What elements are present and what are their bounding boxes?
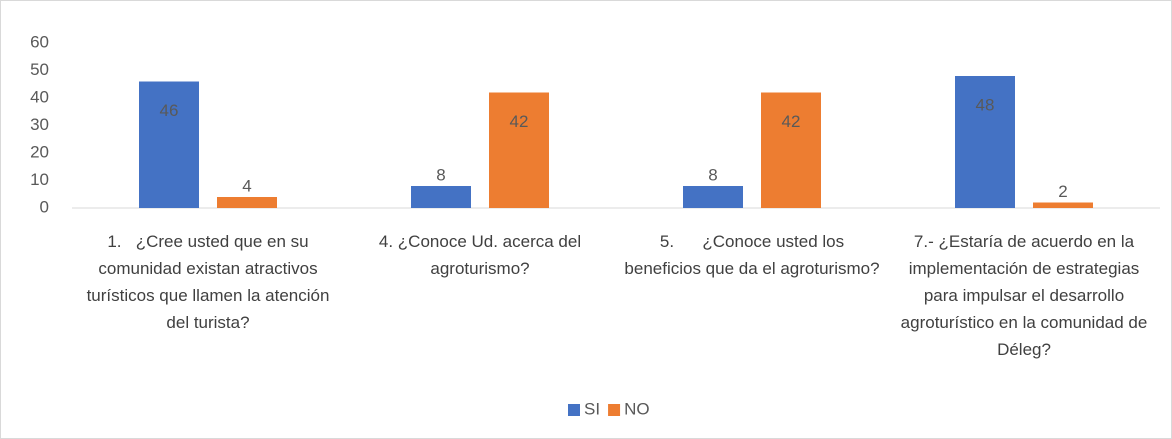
x-tick-label: 1. ¿Cree usted que en su comunidad exist… xyxy=(86,232,335,332)
data-label: 8 xyxy=(708,165,717,184)
y-tick-label: 10 xyxy=(30,170,49,189)
bar xyxy=(1033,202,1093,208)
y-tick-label: 0 xyxy=(40,197,49,216)
x-tick-label: 5. ¿Conoce usted los beneficios que da e… xyxy=(624,232,880,278)
x-tick-label: 7.- ¿Estaría de acuerdo en la implementa… xyxy=(900,232,1153,359)
y-tick-label: 60 xyxy=(30,32,49,51)
bar xyxy=(411,186,471,208)
bar xyxy=(955,76,1015,208)
bar xyxy=(683,186,743,208)
data-label: 2 xyxy=(1058,182,1067,201)
data-label: 4 xyxy=(242,176,251,195)
y-tick-label: 50 xyxy=(30,60,49,79)
data-label: 46 xyxy=(160,101,179,120)
legend-label: SI xyxy=(584,399,600,418)
data-label: 8 xyxy=(436,165,445,184)
legend-swatch xyxy=(568,404,580,416)
y-tick-label: 40 xyxy=(30,87,49,106)
x-tick-label: 4. ¿Conoce Ud. acerca del agroturismo? xyxy=(378,232,586,278)
legend-swatch xyxy=(608,404,621,416)
bar xyxy=(217,197,277,208)
data-label: 48 xyxy=(976,95,995,114)
bar xyxy=(761,92,821,208)
y-tick-label: 30 xyxy=(30,115,49,134)
data-label: 42 xyxy=(510,112,529,131)
y-tick-label: 20 xyxy=(30,142,49,161)
legend-label: NO xyxy=(624,399,650,418)
bar xyxy=(489,92,549,208)
data-label: 42 xyxy=(782,112,801,131)
bar xyxy=(139,81,199,208)
